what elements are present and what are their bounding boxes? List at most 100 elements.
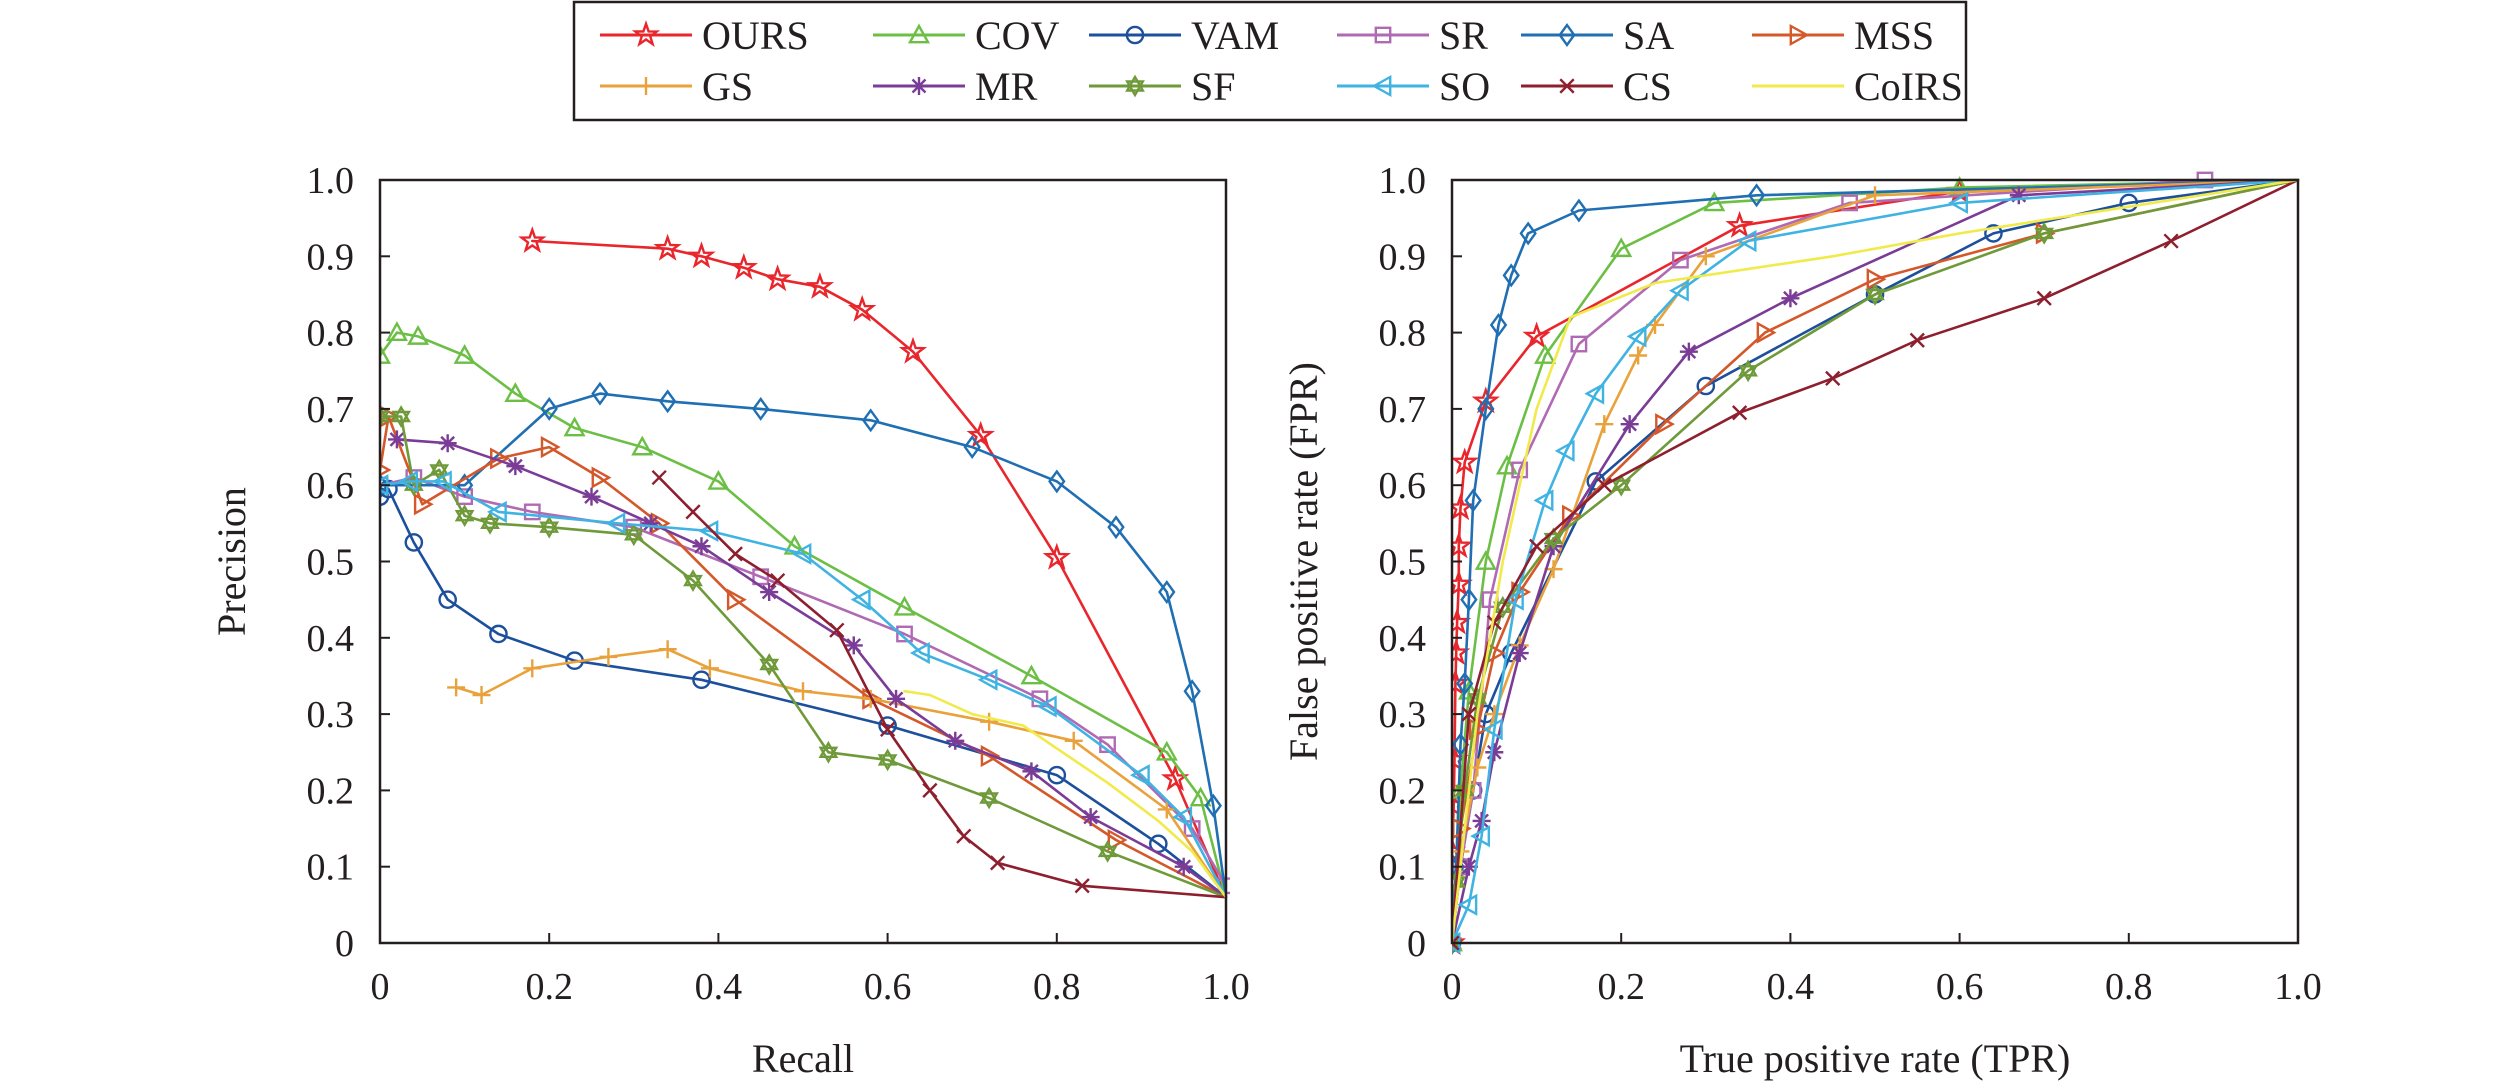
- x-tick-label: 0.6: [1936, 966, 1984, 1008]
- data-point-sa: [963, 435, 981, 459]
- legend-marker-so: [1371, 74, 1392, 98]
- data-point-cs: [1529, 538, 1545, 554]
- data-point-so: [1036, 695, 1057, 718]
- y-tick-label: 1.0: [1379, 160, 1427, 202]
- series-line-ours: [531, 239, 1228, 899]
- data-point-so: [1503, 588, 1524, 611]
- series-line-mr: [395, 438, 1228, 899]
- data-point-mss: [1866, 268, 1887, 291]
- legend-label-sa: SA: [1623, 13, 1674, 58]
- data-point-sf: [1865, 283, 1885, 306]
- data-point-cs: [989, 855, 1006, 871]
- data-point-sf: [380, 405, 390, 428]
- data-point-gs: [1595, 415, 1614, 434]
- data-point-vam: [489, 624, 508, 644]
- data-point-sa: [658, 389, 677, 414]
- series-line-coirs: [903, 689, 1228, 899]
- data-point-sf-part-a: [380, 405, 390, 423]
- data-point-cs: [1732, 405, 1748, 421]
- data-point-sa: [380, 473, 389, 498]
- data-point-gs: [599, 647, 618, 666]
- data-point-sa: [1477, 396, 1495, 421]
- data-point-sf: [979, 786, 999, 810]
- legend-item-cs: CS: [1521, 64, 1672, 109]
- y-tick-label: 0.2: [307, 770, 355, 812]
- data-point-vam: [1984, 224, 2003, 243]
- data-point-cs: [2036, 290, 2052, 306]
- data-point-cov: [1020, 664, 1043, 685]
- data-point-ours: [966, 420, 995, 448]
- data-point-sf: [391, 405, 411, 428]
- data-point-sa: [1456, 671, 1474, 696]
- data-point-vam: [692, 670, 711, 690]
- series-group: [380, 226, 1230, 899]
- series-line-so: [380, 480, 1228, 899]
- data-point-so: [486, 500, 507, 523]
- data-point-cov: [407, 324, 430, 345]
- data-point-mr: [582, 487, 601, 506]
- series-line-so: [1452, 178, 2300, 945]
- x-tick-label: 0.2: [525, 966, 573, 1008]
- legend-item-vam: VAM: [1089, 13, 1279, 58]
- data-point-sf-part-a: [1543, 527, 1564, 545]
- data-point-ours: [805, 271, 835, 299]
- legend-item-coirs: CoIRS: [1752, 64, 1963, 109]
- data-point-cs: [685, 504, 701, 520]
- data-point-sf-part-a: [1611, 473, 1632, 491]
- data-point-cov: [1189, 786, 1212, 807]
- data-point-sa: [1204, 793, 1222, 818]
- data-point-cov: [1474, 550, 1497, 570]
- data-point-cs: [1461, 706, 1477, 722]
- legend-item-sr: SR: [1337, 13, 1488, 58]
- data-point-gs: [1696, 247, 1715, 266]
- y-tick-label: 0.7: [307, 389, 355, 431]
- series-line-sr: [1452, 178, 2300, 945]
- legend-marker-sf-part-b: [1125, 80, 1145, 98]
- data-point-cs: [770, 572, 786, 589]
- legend-label-cs: CS: [1623, 64, 1672, 109]
- data-point-cov: [385, 321, 408, 341]
- data-point-sf-part-a: [391, 405, 411, 423]
- x-axis-title: True positive rate (TPR): [1680, 1036, 2071, 1081]
- data-point-sf-part-a: [979, 786, 999, 804]
- data-point-cs: [1596, 477, 1612, 493]
- y-tick-label: 0.1: [307, 847, 355, 889]
- x-tick-label: 0.4: [695, 966, 743, 1008]
- data-point-so: [791, 542, 812, 565]
- data-point-sf-part-a: [1492, 595, 1513, 613]
- data-point-sf: [480, 511, 500, 535]
- data-point-cov: [504, 382, 527, 403]
- data-point-so: [1626, 325, 1647, 348]
- data-point-sf-part-b: [1611, 479, 1632, 497]
- data-point-so: [977, 668, 998, 691]
- data-point-cov: [1155, 740, 1178, 761]
- legend-marker-mr: [910, 77, 928, 95]
- legend-label-mr: MR: [975, 64, 1038, 109]
- data-point-sa: [861, 408, 880, 433]
- data-point-so: [850, 588, 871, 611]
- data-point-sf-part-b: [1738, 365, 1758, 383]
- data-point-vam: [438, 590, 457, 609]
- legend-item-ours: OURS: [600, 13, 809, 58]
- x-axis-title: Recall: [752, 1036, 854, 1081]
- data-point-sf: [683, 569, 703, 592]
- legend-box: [572, 0, 1968, 122]
- data-point-sf-part-b: [380, 410, 390, 428]
- data-point-mr: [1485, 743, 1504, 762]
- legend-label-mss: MSS: [1854, 13, 1934, 58]
- y-axis-title: False positive rate (FPR): [1281, 362, 1326, 761]
- data-point-sf: [1543, 527, 1564, 550]
- data-point-mss: [726, 588, 747, 611]
- data-point-mr: [438, 434, 457, 453]
- data-point-mr: [946, 731, 965, 750]
- data-point-mss: [540, 436, 561, 459]
- data-point-sf-part-a: [683, 569, 703, 587]
- data-point-vam: [1696, 376, 1716, 396]
- data-point-sr: [523, 503, 541, 521]
- data-point-sa: [1464, 488, 1482, 513]
- data-point-gs: [658, 640, 677, 659]
- data-point-mss: [1655, 413, 1675, 436]
- data-point-cs: [880, 721, 896, 737]
- data-point-sf: [1492, 595, 1513, 619]
- legend-marker-sr: [1374, 26, 1392, 44]
